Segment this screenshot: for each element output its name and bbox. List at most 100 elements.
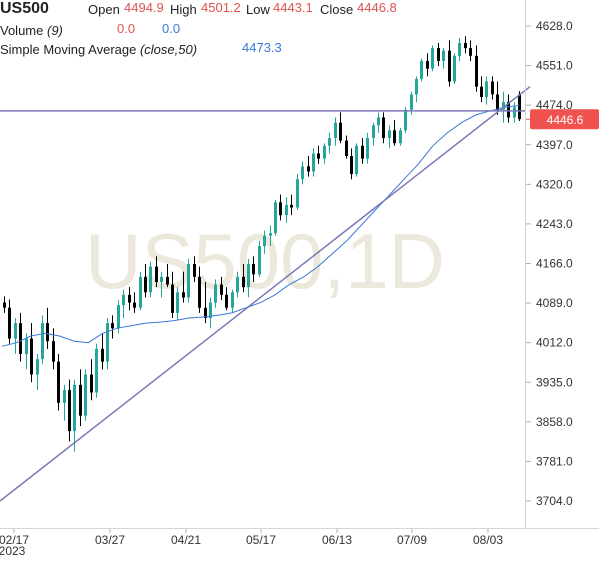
candle-body: [328, 138, 331, 146]
sma-param: (close,50): [139, 42, 198, 57]
candle-body: [404, 109, 407, 131]
high-value: 4501.2: [201, 0, 241, 15]
candle-body: [345, 140, 348, 157]
candle-body: [193, 264, 196, 277]
symbol-label[interactable]: US500: [0, 0, 49, 17]
candle-body: [101, 348, 104, 362]
open-label: Open: [88, 2, 120, 17]
candle-body: [95, 348, 98, 393]
candle-body: [220, 284, 223, 295]
time-tick-label: 08/03: [473, 533, 503, 547]
candle-body: [469, 48, 472, 56]
price-tick-label: 3781.0: [536, 454, 573, 468]
candle-body: [442, 50, 445, 61]
candle-body: [464, 42, 467, 49]
candle-body: [323, 145, 326, 159]
volume-name: Volume: [0, 23, 44, 38]
close-label: Close: [320, 2, 354, 17]
candle-body: [111, 323, 114, 329]
candle-body: [513, 107, 516, 118]
candle-body: [285, 204, 288, 216]
candle-body: [79, 384, 82, 416]
price-tick-label: 4628.0: [536, 19, 573, 33]
close-value: 4446.8: [357, 0, 397, 15]
candle-body: [475, 55, 478, 87]
candle-body: [420, 60, 423, 79]
candle-body: [296, 179, 299, 208]
candle-body: [225, 294, 228, 308]
candle-body: [290, 204, 293, 208]
candle-body: [128, 294, 131, 303]
trendline: [0, 86, 531, 502]
candle-body: [106, 323, 109, 362]
candle-body: [3, 302, 6, 308]
candle-body: [149, 266, 152, 293]
candle-body: [350, 156, 353, 175]
price-axis[interactable]: 4628.0 4551.0 4474.0 4397.0 4320.0 4243.0 4166…: [525, 0, 574, 528]
candle-body: [393, 130, 396, 144]
candle-body: [426, 60, 429, 69]
sma-line: [1, 105, 520, 347]
candle-body: [355, 145, 358, 175]
candle-body: [339, 122, 342, 141]
sma-name: Simple Moving Average: [0, 42, 137, 57]
volume-label[interactable]: Volume (9): [0, 23, 63, 38]
last-price-tag: 4446.6: [526, 109, 599, 130]
low-label: Low: [246, 2, 270, 17]
time-tick-label: 06/13: [322, 533, 352, 547]
price-tick-label: 4089.0: [536, 296, 573, 310]
candle-body: [41, 323, 44, 360]
candle-body: [117, 305, 120, 329]
time-axis[interactable]: 02/17 03/27 04/21 05/17 06/13 07/09 08/03 2023: [0, 528, 599, 558]
time-tick-label: 04/21: [171, 533, 201, 547]
price-tick-label: 3935.0: [536, 375, 573, 389]
candle-body: [36, 359, 39, 375]
candle-body: [171, 284, 174, 313]
candle-body: [372, 125, 375, 139]
candle-body: [410, 94, 413, 110]
time-year-label: 2023: [0, 544, 26, 557]
candle-body: [30, 338, 33, 375]
candle-body: [204, 307, 207, 318]
price-tick-label: 4551.0: [536, 59, 573, 73]
time-tick-label: 03/27: [95, 533, 125, 547]
volume-value-2: 0.0: [162, 21, 181, 36]
candle-body: [214, 284, 217, 303]
candles-layer: [3, 36, 521, 452]
candle-body: [160, 276, 163, 283]
candle-body: [502, 102, 505, 110]
sma-value: 4473.3: [242, 40, 282, 55]
candle-body: [437, 48, 440, 61]
candle-body: [247, 264, 250, 288]
candle-body: [269, 233, 272, 236]
price-tick-label: 3858.0: [536, 415, 573, 429]
candle-body: [480, 86, 483, 97]
candle-body: [377, 117, 380, 126]
candle-body: [182, 292, 185, 298]
candle-body: [366, 138, 369, 159]
legend: US500 Open 4494.9 High 4501.2 Low 4443.1…: [0, 0, 420, 60]
candle-body: [399, 130, 402, 144]
lines-layer: [0, 86, 531, 502]
candle-body: [301, 166, 304, 180]
sma-label[interactable]: Simple Moving Average (close,50): [0, 42, 197, 57]
candle-body: [317, 153, 320, 159]
candle-body: [279, 202, 282, 216]
candle-body: [84, 374, 87, 416]
candle-body: [453, 55, 456, 82]
candle-body: [63, 389, 66, 403]
volume-value-1: 0.0: [117, 21, 136, 36]
sma-layer: [1, 105, 520, 347]
high-label: High: [170, 2, 197, 17]
price-tick-label: 4012.0: [536, 336, 573, 350]
candle-body: [73, 384, 76, 432]
candle-body: [431, 48, 434, 69]
candle-body: [14, 323, 17, 339]
candle-body: [518, 94, 521, 120]
candle-body: [252, 264, 255, 275]
time-tick-label: 02/17: [0, 533, 29, 547]
last-price-tag-bg: [530, 109, 599, 130]
candle-body: [258, 246, 261, 275]
